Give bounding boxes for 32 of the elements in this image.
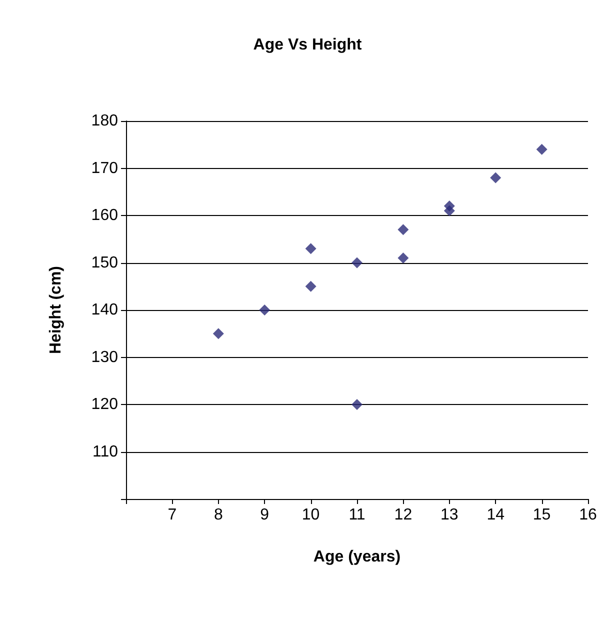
point <box>536 144 548 155</box>
x-tick-label: 12 <box>394 506 412 524</box>
chart-title: Age Vs Height <box>253 36 362 54</box>
point <box>490 172 502 184</box>
x-tick-label: 9 <box>260 506 270 524</box>
y-tick-label: 110 <box>92 443 118 460</box>
y-axis-title: Height (cm) <box>48 266 64 354</box>
point <box>398 252 409 264</box>
y-tick-label: 150 <box>91 254 118 272</box>
x-tick-label: 15 <box>532 506 551 524</box>
x-tick-label: 7 <box>168 506 177 524</box>
x-tick-label: 13 <box>440 506 458 524</box>
x-tick-label: 11 <box>348 506 366 524</box>
x-tick-label: 14 <box>486 506 505 524</box>
point <box>398 224 409 236</box>
y-tick-label: 130 <box>91 348 118 366</box>
point <box>305 243 316 254</box>
point <box>305 280 316 292</box>
y-tick-label: 140 <box>91 302 118 318</box>
y-tick-label: 120 <box>91 396 118 413</box>
y-tick-label: 160 <box>91 207 118 224</box>
point <box>444 205 455 216</box>
point <box>212 328 224 340</box>
x-tick-label: 10 <box>302 506 320 524</box>
x-tick-label: 8 <box>214 506 223 524</box>
point <box>259 304 270 316</box>
point <box>352 257 362 268</box>
y-tick-label: 170 <box>91 160 118 177</box>
y-tick-label: 180 <box>91 112 118 130</box>
point <box>352 399 362 410</box>
x-tick-label: 16 <box>579 506 597 524</box>
x-axis-title: Age (years) <box>313 548 401 566</box>
